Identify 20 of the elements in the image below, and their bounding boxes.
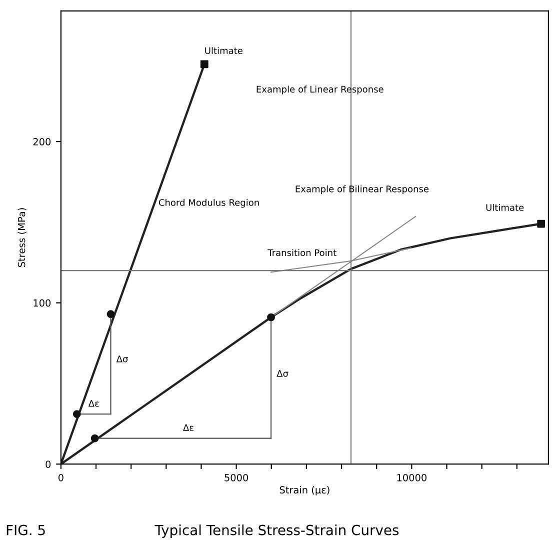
annotation: Δε — [183, 424, 194, 431]
annotation: Transition Point — [268, 249, 336, 256]
y-tick-label: 0 — [46, 460, 51, 468]
x-tick-label: 10000 — [397, 474, 426, 482]
text: FIG. 5 — [6, 524, 45, 536]
y-axis-title: Stress (MPa) — [18, 208, 26, 268]
x-tick-label: 0 — [58, 474, 64, 482]
annotation: Chord Modulus Region — [158, 198, 259, 208]
annotation: Example of Bilinear Response — [296, 185, 429, 194]
annotation: Δσ — [116, 356, 128, 362]
annotation: Ultimate — [486, 204, 524, 211]
text: Typical Tensile Stress-Strain Curves — [154, 524, 399, 538]
annotation: Δε — [88, 400, 99, 407]
y-tick-label: 100 — [34, 299, 51, 307]
annotation: Ultimate — [205, 47, 242, 54]
x-tick-label: 5000 — [224, 474, 248, 482]
annotation: Example of Linear Response — [256, 86, 384, 94]
x-axis-title: Strain (με) — [280, 486, 330, 496]
annotation: Δσ — [276, 370, 288, 377]
y-tick-label: 200 — [33, 138, 51, 146]
